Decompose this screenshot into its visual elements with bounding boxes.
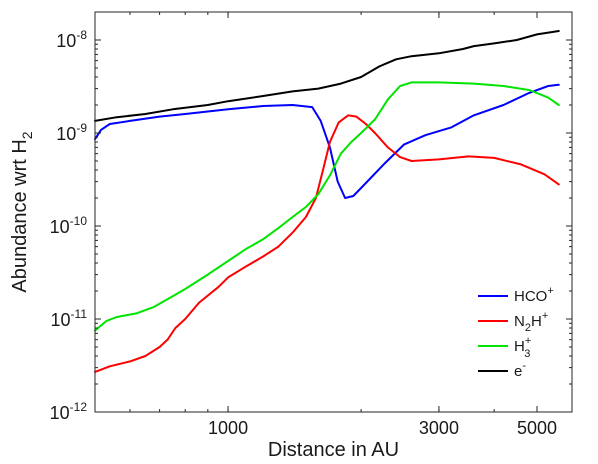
legend-label-subscript: 2 bbox=[525, 322, 531, 334]
series-group bbox=[94, 30, 560, 373]
minor-ticks bbox=[95, 12, 573, 412]
y-tick-base: 10 bbox=[51, 310, 71, 330]
series-line-2 bbox=[94, 81, 560, 332]
x-tick-label-2: 5000 bbox=[517, 418, 557, 438]
legend-label-subscript: 3 bbox=[524, 348, 530, 360]
series-line-1 bbox=[94, 114, 560, 373]
y-tick-base: 10 bbox=[56, 124, 76, 144]
legend-label-superscript: + bbox=[525, 335, 531, 347]
legend-label-base2: H bbox=[531, 313, 542, 330]
y-tick-exponent: -8 bbox=[76, 28, 87, 42]
y-tick-label-1: 10-11 bbox=[51, 307, 88, 330]
legend-label-base: e bbox=[514, 363, 522, 380]
y-axis-label-subscript: 2 bbox=[19, 131, 35, 139]
y-axis-label-text: Abundance wrt H bbox=[9, 139, 31, 292]
series-line-0 bbox=[94, 83, 560, 199]
plot-area: 1000 3000 500010-1210-1110-1010-910-8Dista… bbox=[9, 11, 573, 461]
y-tick-base: 10 bbox=[50, 217, 70, 237]
y-tick-exponent: -12 bbox=[70, 400, 88, 414]
y-tick-exponent: -10 bbox=[70, 214, 88, 228]
y-tick-exponent: -11 bbox=[71, 307, 88, 321]
legend-label-base: H bbox=[514, 338, 525, 355]
y-tick-base: 10 bbox=[56, 31, 76, 51]
y-tick-label-4: 10-8 bbox=[56, 28, 87, 51]
legend-label-base: N bbox=[514, 313, 525, 330]
x-tick-label-1: 3000 bbox=[419, 418, 459, 438]
y-tick-label-0: 10-12 bbox=[50, 400, 88, 423]
y-axis-label: Abundance wrt H2 bbox=[9, 131, 35, 292]
y-tick-label-3: 10-9 bbox=[56, 121, 87, 144]
y-tick-base: 10 bbox=[50, 403, 70, 423]
y-tick-label-2: 10-10 bbox=[50, 214, 88, 237]
x-axis-label: Distance in AU bbox=[268, 439, 399, 461]
legend-label-0: HCO+ bbox=[514, 285, 554, 305]
legend-label-1: N2H+ bbox=[514, 310, 548, 334]
axes-frame bbox=[94, 11, 573, 413]
y-tick-exponent: -9 bbox=[76, 121, 87, 135]
legend-label-3: e- bbox=[514, 360, 526, 380]
series-line-3 bbox=[94, 30, 560, 122]
legend-label-superscript: + bbox=[542, 310, 548, 322]
legend-label-superscript: - bbox=[522, 360, 526, 372]
x-tick-label-0: 1000 bbox=[208, 418, 248, 438]
legend-label-2: H+ 3 bbox=[514, 335, 531, 360]
legend-label-superscript: + bbox=[547, 285, 553, 297]
legend-label-base: HCO bbox=[514, 288, 547, 305]
legend: HCO+N2H+H+ 3e- bbox=[478, 285, 554, 380]
